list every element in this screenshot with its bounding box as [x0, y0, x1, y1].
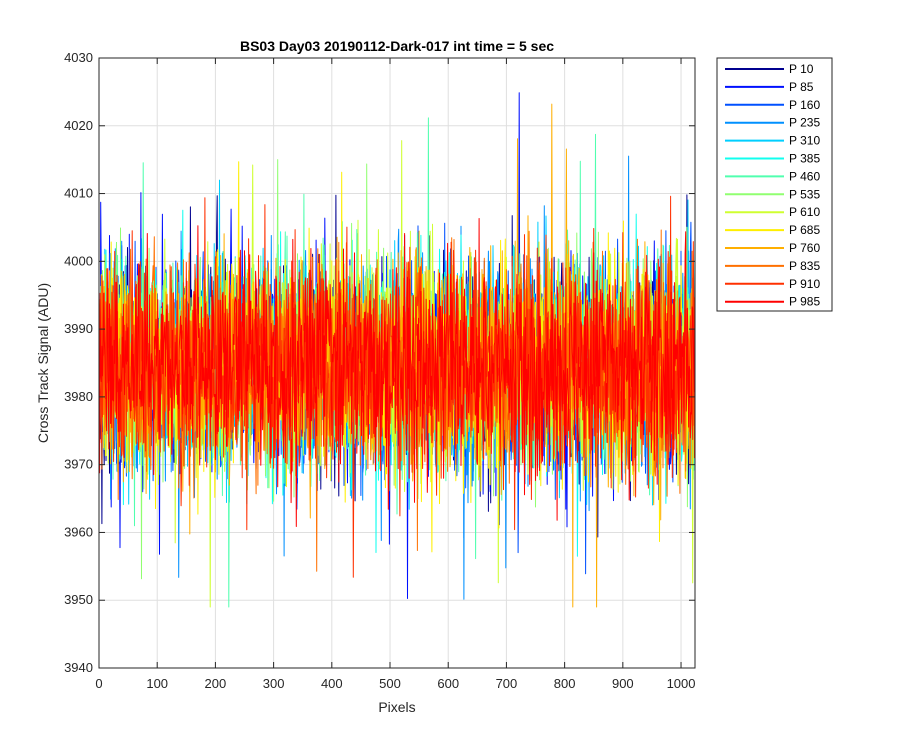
legend-label: P 460 [789, 169, 820, 183]
legend-label: P 385 [789, 152, 820, 166]
axis-ticks [98, 57, 695, 669]
x-tick-label: 300 [263, 676, 285, 691]
x-tick-label: 200 [205, 676, 227, 691]
y-tick-label: 3970 [64, 457, 93, 472]
legend-label: P 310 [789, 134, 820, 148]
x-tick-label: 0 [95, 676, 102, 691]
x-tick-label: 400 [321, 676, 343, 691]
legend-label: P 535 [789, 187, 820, 201]
y-tick-label: 3980 [64, 389, 93, 404]
plot-area [98, 57, 696, 669]
legend-label: P 160 [789, 98, 820, 112]
y-tick-label: 3990 [64, 321, 93, 336]
chart-title: BS03 Day03 20190112-Dark-017 int time = … [240, 38, 554, 54]
series-line [99, 218, 696, 527]
legend-label: P 85 [789, 80, 814, 94]
y-tick-label: 4030 [64, 50, 93, 65]
y-tick-labels: 3940 3950 3960 3970 3980 3990 4000 4010 4020 4030 [64, 50, 93, 675]
series-layer [99, 92, 696, 608]
legend: P 10 P 85 P 160 P 235 P 310 P 385 P 460 P 535 P … [716, 57, 833, 312]
legend-label: P 985 [789, 295, 820, 309]
x-tick-label: 100 [146, 676, 168, 691]
x-tick-label: 500 [379, 676, 401, 691]
legend-items: P 10 P 85 P 160 P 235 P 310 P 385 P 460 P 535 P … [725, 62, 820, 309]
y-tick-label: 4000 [64, 253, 93, 268]
x-tick-label: 900 [612, 676, 634, 691]
y-tick-label: 4010 [64, 186, 93, 201]
legend-label: P 910 [789, 277, 820, 291]
x-axis-label: Pixels [378, 699, 415, 715]
y-tick-label: 4020 [64, 118, 93, 133]
x-tick-label: 1000 [667, 676, 696, 691]
x-tick-label: 800 [554, 676, 576, 691]
x-tick-label: 600 [437, 676, 459, 691]
y-axis-label: Cross Track Signal (ADU) [35, 283, 51, 443]
legend-label: P 10 [789, 62, 814, 76]
legend-label: P 610 [789, 205, 820, 219]
y-tick-label: 3950 [64, 592, 93, 607]
legend-label: P 760 [789, 241, 820, 255]
y-tick-label: 3940 [64, 660, 93, 675]
y-tick-label: 3960 [64, 524, 93, 539]
legend-label: P 685 [789, 223, 820, 237]
plot-frame [98, 57, 696, 669]
legend-box [716, 57, 833, 312]
legend-label: P 235 [789, 116, 820, 130]
x-tick-label: 700 [496, 676, 518, 691]
legend-label: P 835 [789, 259, 820, 273]
x-tick-labels: 0 100 200 300 400 500 600 700 800 900 1000 [95, 676, 695, 691]
